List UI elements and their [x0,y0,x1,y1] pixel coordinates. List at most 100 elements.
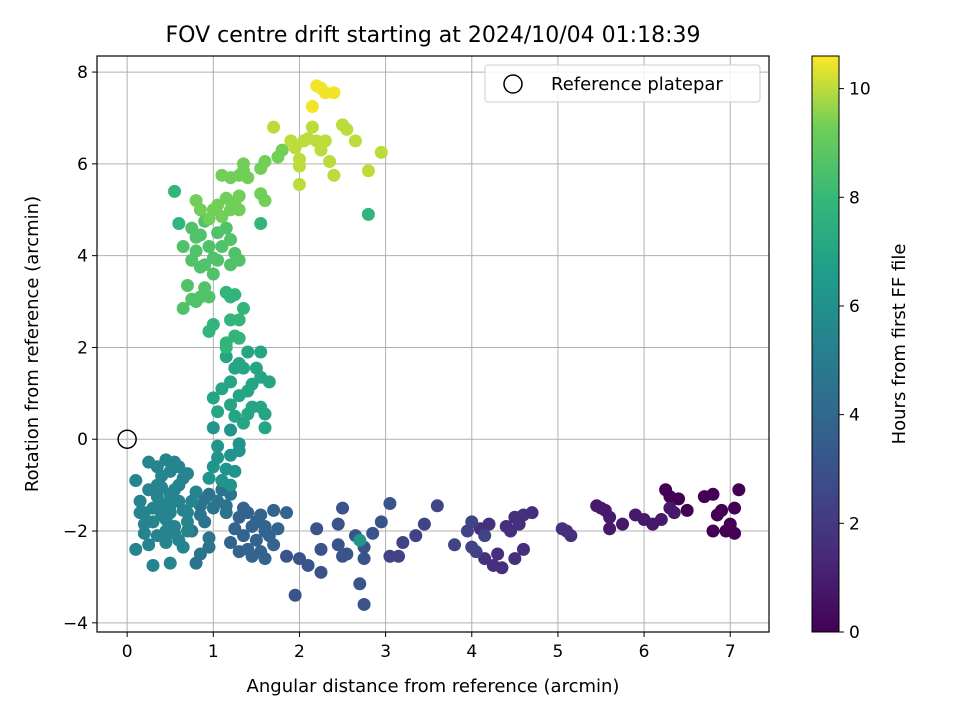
data-point [305,120,319,134]
data-point [491,547,505,561]
data-point [258,552,272,566]
data-point [723,517,737,531]
data-point [374,515,388,529]
data-point [448,538,462,552]
data-point [232,545,246,559]
data-point [361,164,375,178]
data-point [232,313,246,327]
data-point [150,490,164,504]
data-point [357,597,371,611]
x-tick-label: 4 [466,642,477,662]
data-point [409,529,423,543]
data-point [193,508,207,522]
data-point [224,423,238,437]
data-points [129,79,746,611]
y-tick-label: −2 [63,522,88,542]
data-point [241,345,255,359]
data-point [516,542,530,556]
data-point [206,421,220,435]
data-point [137,506,151,520]
data-point [180,278,194,292]
data-point [224,398,238,412]
data-point [163,499,177,513]
data-point [327,168,341,182]
data-point [732,483,746,497]
data-point [249,361,263,375]
data-point [236,157,250,171]
data-point [331,517,345,531]
data-point [280,549,294,563]
data-point [224,487,238,501]
data-point [314,143,328,157]
data-point [348,134,362,148]
data-point [176,471,190,485]
data-point [180,515,194,529]
data-point [241,384,255,398]
data-point [383,496,397,510]
y-tick-label: 8 [77,63,88,83]
y-tick-label: 0 [77,430,88,450]
data-point [193,260,207,274]
data-point [465,515,479,529]
y-axis-label: Rotation from reference (arcmin) [22,196,43,492]
data-point [254,217,268,231]
data-point [267,120,281,134]
data-point [180,506,194,520]
data-point [168,184,182,198]
data-point [185,292,199,306]
data-point [594,501,608,515]
x-tick-label: 0 [122,642,133,662]
colorbar-tick-label: 0 [849,623,860,643]
data-point [219,221,233,235]
data-point [417,517,431,531]
x-tick-label: 2 [294,642,305,662]
data-point [353,577,367,591]
data-point [189,556,203,570]
data-point [202,471,216,485]
data-point [224,478,238,492]
data-point [142,455,156,469]
plot-frame [96,55,770,633]
data-point [340,122,354,136]
legend-label: Reference platepar [551,74,723,95]
x-tick-label: 7 [725,642,736,662]
data-point [366,526,380,540]
data-point [275,143,289,157]
colorbar: 0 2 4 6 8 10 Hours from first FF file [811,55,910,643]
data-point [361,207,375,221]
data-point [129,542,143,556]
data-point [267,503,281,517]
data-point [189,485,203,499]
y-tick-label: −4 [63,614,88,634]
data-point [228,246,242,260]
data-point [603,522,617,536]
y-axis-ticks: −4 −2 0 2 4 6 8 [63,63,97,634]
data-point [189,244,203,258]
data-point [469,545,483,559]
data-point [245,549,259,563]
data-point [202,290,216,304]
data-point [176,301,190,315]
data-point [224,375,238,389]
data-point [232,437,246,451]
colorbar-gradient [811,55,840,633]
data-point [357,552,371,566]
x-axis-label: Angular distance from reference (arcmin) [247,676,620,697]
data-point [258,524,272,538]
data-point [219,506,233,520]
data-point [219,285,233,299]
colorbar-tick-label: 10 [849,80,871,100]
data-point [228,361,242,375]
data-point [336,549,350,563]
data-point [211,439,225,453]
data-point [224,233,238,247]
data-point [323,155,337,169]
colorbar-tick-label: 2 [849,514,860,534]
data-point [206,267,220,281]
colorbar-label: Hours from first FF file [889,244,910,445]
data-point [262,375,276,389]
data-point [258,421,272,435]
data-point [232,203,246,217]
data-point [482,517,496,531]
data-point [224,536,238,550]
